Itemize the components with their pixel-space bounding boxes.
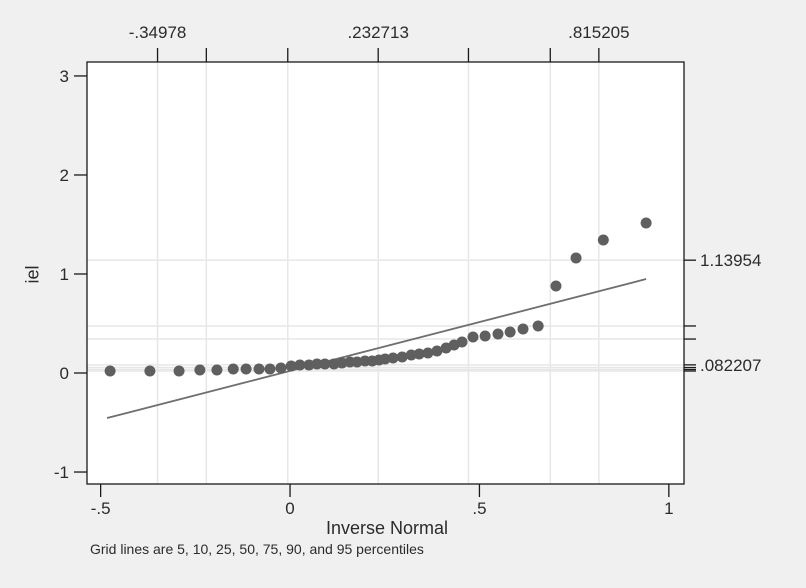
scatter-point bbox=[144, 365, 156, 377]
scatter-point bbox=[227, 363, 239, 375]
scatter-point bbox=[104, 365, 116, 377]
scatter-point bbox=[413, 348, 425, 360]
left-axis-tick-label: 1 bbox=[60, 265, 69, 284]
scatter-point bbox=[253, 363, 265, 375]
scatter-point bbox=[422, 347, 434, 359]
scatter-point bbox=[387, 352, 399, 364]
x-axis-title: Inverse Normal bbox=[325, 518, 449, 538]
scatter-point bbox=[504, 326, 516, 338]
right-axis-tick-label: 1.13954 bbox=[700, 251, 761, 270]
bottom-axis-tick-label: .5 bbox=[472, 499, 486, 518]
scatter-point bbox=[570, 252, 582, 264]
scatter-point bbox=[517, 323, 529, 335]
scatter-point bbox=[319, 358, 331, 370]
scatter-point bbox=[532, 320, 544, 332]
scatter-point bbox=[285, 360, 297, 372]
scatter-point bbox=[173, 365, 185, 377]
scatter-point bbox=[550, 280, 562, 292]
reference-line bbox=[106, 278, 647, 419]
scatter-point bbox=[492, 328, 504, 340]
scatter-point bbox=[396, 351, 408, 363]
scatter-point bbox=[194, 364, 206, 376]
bottom-axis-tick-label: 0 bbox=[285, 499, 294, 518]
scatter-point bbox=[264, 363, 276, 375]
scatter-point bbox=[431, 345, 443, 357]
scatter-point bbox=[240, 363, 252, 375]
scatter-point bbox=[597, 234, 609, 246]
caption: Grid lines are 5, 10, 25, 50, 75, 90, an… bbox=[90, 541, 424, 557]
bottom-axis-tick-label: 1 bbox=[664, 499, 673, 518]
scatter-point bbox=[456, 336, 468, 348]
y-axis-title: iel bbox=[22, 265, 43, 284]
bottom-axis-tick-label: -.5 bbox=[91, 499, 111, 518]
scatter-point bbox=[275, 362, 287, 374]
scatter-point bbox=[479, 330, 491, 342]
right-axis-tick-label: .082207 bbox=[700, 356, 761, 375]
left-axis-tick-label: 3 bbox=[60, 67, 69, 86]
scatter-point bbox=[294, 359, 306, 371]
plot-area bbox=[87, 62, 684, 484]
left-axis-tick-label: 2 bbox=[60, 166, 69, 185]
scatter-point bbox=[467, 331, 479, 343]
left-axis-tick-label: 0 bbox=[60, 364, 69, 383]
scatter-point bbox=[640, 217, 652, 229]
plot-border bbox=[86, 61, 685, 485]
top-axis-tick-label: .815205 bbox=[568, 23, 629, 42]
top-axis-tick-label: .232713 bbox=[347, 23, 408, 42]
scatter-point bbox=[311, 358, 323, 370]
scatter-point bbox=[211, 364, 223, 376]
top-axis-tick-label: -.34978 bbox=[129, 23, 187, 42]
left-axis-tick-label: -1 bbox=[54, 463, 69, 482]
